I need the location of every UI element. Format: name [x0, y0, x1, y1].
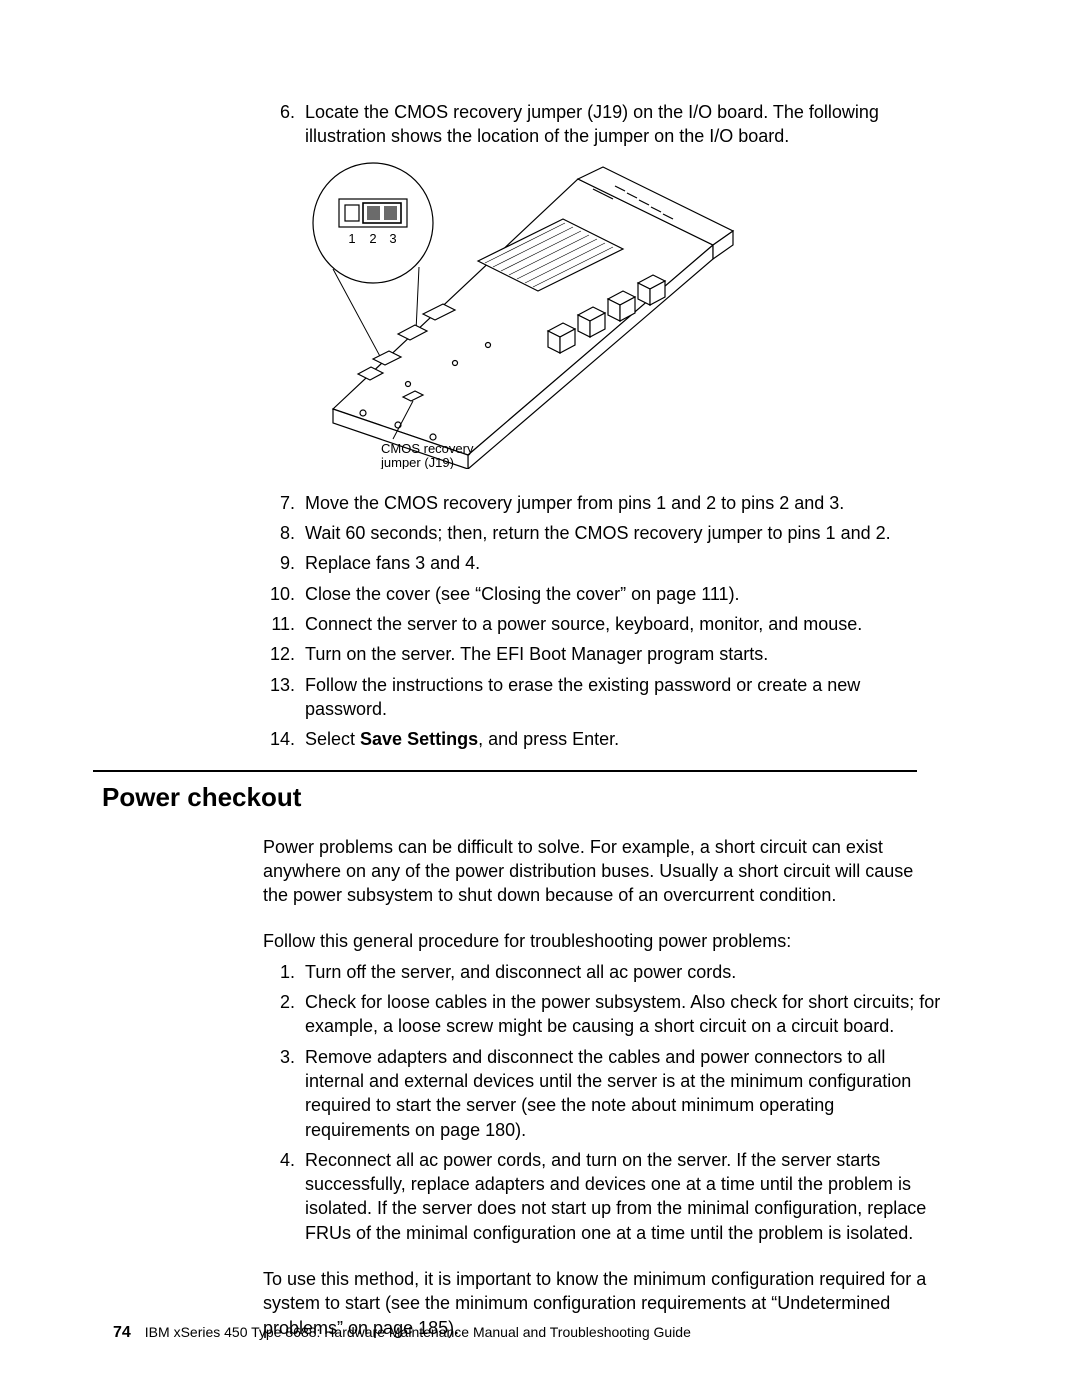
step-text: Wait 60 seconds; then, return the CMOS r… — [305, 521, 943, 545]
list-item: 7. Move the CMOS recovery jumper from pi… — [263, 491, 943, 515]
list-item: 2. Check for loose cables in the power s… — [263, 990, 943, 1039]
step-text: Remove adapters and disconnect the cable… — [305, 1045, 943, 1142]
step-text-bold: Save Settings — [360, 729, 478, 749]
footer-title: IBM xSeries 450 Type 8688: Hardware Main… — [145, 1324, 691, 1340]
step-text: Replace fans 3 and 4. — [305, 551, 943, 575]
step-text: Locate the CMOS recovery jumper (J19) on… — [305, 100, 943, 149]
pin-label-3: 3 — [389, 231, 396, 246]
list-item: 10. Close the cover (see “Closing the co… — [263, 582, 943, 606]
step-text: Select Save Settings, and press Enter. — [305, 727, 943, 751]
step-number: 11. — [263, 612, 295, 636]
section-heading: Power checkout — [102, 782, 960, 813]
step-number: 13. — [263, 673, 295, 722]
power-steps-list: 1. Turn off the server, and disconnect a… — [263, 960, 943, 1245]
list-item: 11. Connect the server to a power source… — [263, 612, 943, 636]
pin-label-1: 1 — [348, 231, 355, 246]
list-item: 14. Select Save Settings, and press Ente… — [263, 727, 943, 751]
page-number: 74 — [113, 1324, 131, 1342]
figure-callout-line1: CMOS recovery — [381, 441, 474, 456]
step-number: 4. — [263, 1148, 295, 1245]
power-follow-paragraph: Follow this general procedure for troubl… — [263, 929, 943, 953]
list-item: 12. Turn on the server. The EFI Boot Man… — [263, 642, 943, 666]
steps-block-a: 6. Locate the CMOS recovery jumper (J19)… — [263, 100, 943, 752]
step-number: 2. — [263, 990, 295, 1039]
list-item: 13. Follow the instructions to erase the… — [263, 673, 943, 722]
step-text: Reconnect all ac power cords, and turn o… — [305, 1148, 943, 1245]
step-number: 6. — [263, 100, 295, 149]
power-intro-paragraph: Power problems can be difficult to solve… — [263, 835, 943, 908]
step-number: 9. — [263, 551, 295, 575]
step-text: Connect the server to a power source, ke… — [305, 612, 943, 636]
step-text-pre: Select — [305, 729, 360, 749]
io-board-figure: 1 2 3 — [303, 159, 943, 475]
step-number: 10. — [263, 582, 295, 606]
ordered-list-b: 7. Move the CMOS recovery jumper from pi… — [263, 491, 943, 752]
list-item: 9. Replace fans 3 and 4. — [263, 551, 943, 575]
step-text-post: , and press Enter. — [478, 729, 619, 749]
step-number: 8. — [263, 521, 295, 545]
step-number: 12. — [263, 642, 295, 666]
section-divider — [93, 770, 917, 772]
page-footer: 74 IBM xSeries 450 Type 8688: Hardware M… — [113, 1324, 691, 1342]
step-text: Turn on the server. The EFI Boot Manager… — [305, 642, 943, 666]
list-item: 1. Turn off the server, and disconnect a… — [263, 960, 943, 984]
step-text: Check for loose cables in the power subs… — [305, 990, 943, 1039]
list-item: 8. Wait 60 seconds; then, return the CMO… — [263, 521, 943, 545]
pin-label-2: 2 — [369, 231, 376, 246]
list-item: 6. Locate the CMOS recovery jumper (J19)… — [263, 100, 943, 149]
step-text: Close the cover (see “Closing the cover”… — [305, 582, 943, 606]
figure-callout-line2: jumper (J19) — [380, 455, 454, 469]
io-board-svg: 1 2 3 — [303, 159, 743, 469]
step-text: Move the CMOS recovery jumper from pins … — [305, 491, 943, 515]
step-number: 7. — [263, 491, 295, 515]
list-item: 3. Remove adapters and disconnect the ca… — [263, 1045, 943, 1142]
ordered-list-a: 6. Locate the CMOS recovery jumper (J19)… — [263, 100, 943, 149]
step-number: 14. — [263, 727, 295, 751]
document-page: 6. Locate the CMOS recovery jumper (J19)… — [0, 0, 1080, 1397]
step-number: 1. — [263, 960, 295, 984]
step-text: Follow the instructions to erase the exi… — [305, 673, 943, 722]
step-number: 3. — [263, 1045, 295, 1142]
list-item: 4. Reconnect all ac power cords, and tur… — [263, 1148, 943, 1245]
power-checkout-block: Power problems can be difficult to solve… — [263, 835, 943, 1340]
step-text: Turn off the server, and disconnect all … — [305, 960, 943, 984]
